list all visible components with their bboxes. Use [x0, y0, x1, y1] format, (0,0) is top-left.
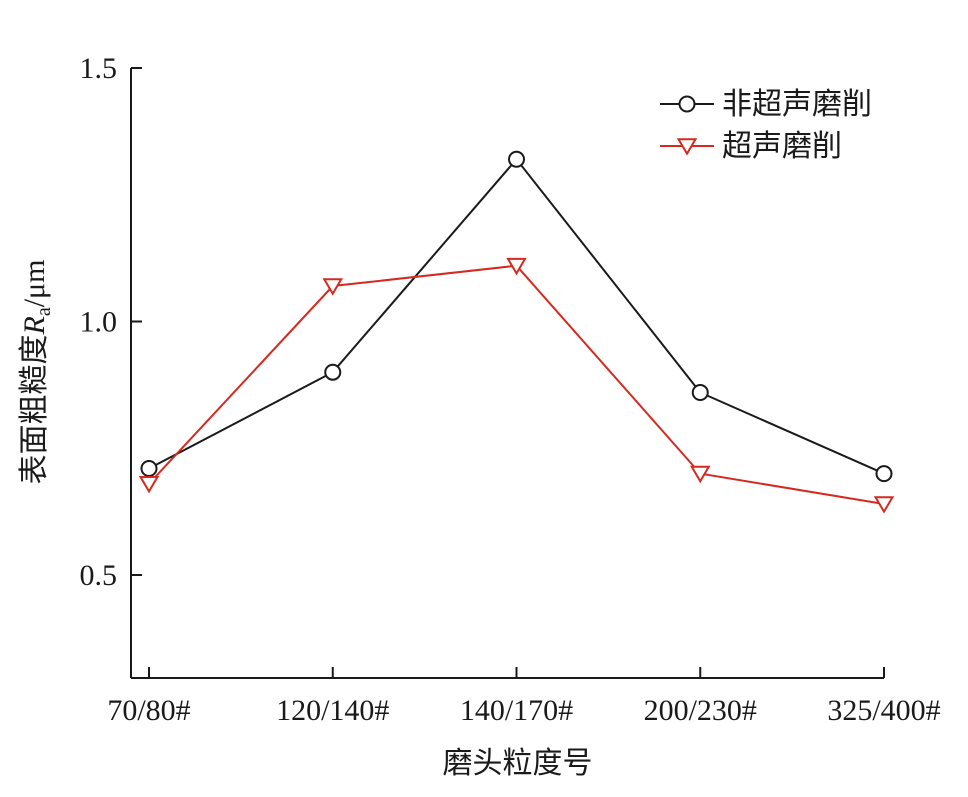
y-axis-title-symbol: R [18, 316, 51, 335]
legend-item: 非超声磨削 [660, 88, 872, 121]
axes: 0.5 1.0 1.5 70/80# 120/140# 140/170# 200/230# 3… [18, 52, 941, 780]
x-tick-label: 120/140# [276, 694, 389, 727]
data-point-circle [324, 363, 342, 381]
data-point-triangle [506, 257, 527, 276]
data-point-circle [875, 465, 893, 483]
x-axis-title: 磨头粒度号 [443, 747, 593, 780]
x-tick-label: 70/80# [107, 694, 190, 727]
data-point-circle [140, 460, 158, 478]
y-axis-title-subscript: a [33, 307, 55, 316]
y-tick-label: 0.5 [80, 559, 118, 592]
legend-label: 非超声磨削 [722, 88, 872, 121]
series-1 [140, 150, 893, 483]
legend-marker-circle [678, 95, 696, 113]
series-layer [138, 150, 895, 514]
series-2 [138, 257, 895, 514]
data-point-circle [508, 150, 525, 168]
y-tick-label: 1.5 [80, 52, 118, 85]
data-point-triangle [690, 465, 711, 484]
y-axis-title-unit: /μm [18, 260, 51, 308]
y-axis-title-prefix: 表面粗糙度 [18, 334, 51, 484]
data-point-circle [691, 383, 709, 401]
series-line [148, 264, 885, 506]
x-tick-label: 325/400# [827, 694, 940, 727]
series-line [148, 157, 885, 475]
data-point-triangle [138, 475, 160, 494]
y-tick-label: 1.0 [80, 306, 118, 339]
legend-label: 超声磨削 [722, 130, 842, 163]
y-axis-title: 表面粗糙度Ra/μm [18, 260, 55, 485]
data-point-triangle [322, 278, 343, 296]
x-tick-label: 200/230# [644, 694, 757, 727]
data-point-triangle [873, 496, 895, 514]
x-tick-label: 140/170# [460, 694, 573, 727]
legend-marker-triangle [676, 138, 698, 156]
legend-item: 超声磨削 [660, 130, 842, 163]
